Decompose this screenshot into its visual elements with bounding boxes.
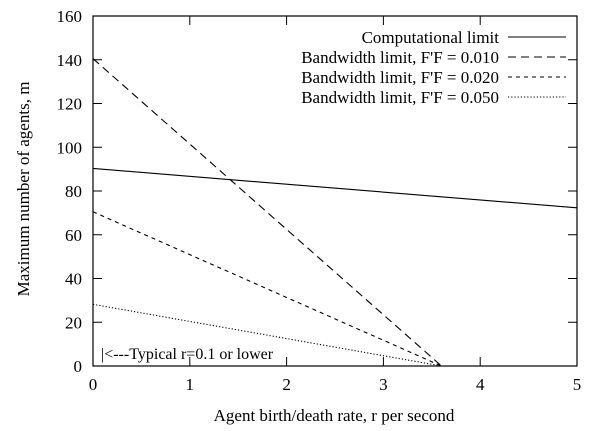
annotation-typical-r: |<---Typical r=0.1 or lower — [101, 346, 274, 363]
axes: 0 1 2 3 4 5 0 20 40 60 80 100 120 140 160 — [57, 7, 582, 394]
x-tick-label: 1 — [186, 375, 195, 394]
y-tick-label: 120 — [57, 95, 83, 114]
y-tick-label: 20 — [65, 313, 82, 332]
legend-label-1: Computational limit — [362, 28, 500, 47]
x-tick-label: 2 — [282, 375, 291, 394]
y-axis-title: Maximum number of agents, m — [14, 82, 33, 297]
series-line-3 — [92, 211, 442, 367]
x-tick-label: 4 — [476, 375, 485, 394]
y-tick-label: 160 — [57, 7, 83, 26]
y-tick-label: 100 — [57, 138, 83, 157]
x-tick-label: 5 — [573, 375, 582, 394]
series-layer — [92, 58, 578, 367]
y-tick-label: 80 — [65, 182, 82, 201]
legend-label-4: Bandwidth limit, F'F = 0.050 — [301, 88, 499, 107]
x-tick-label: 0 — [89, 375, 98, 394]
series-line-1 — [92, 167, 578, 209]
legend-label-3: Bandwidth limit, F'F = 0.020 — [301, 68, 499, 87]
series-line-4 — [92, 303, 442, 367]
x-tick-label: 3 — [379, 375, 388, 394]
y-tick-label: 140 — [57, 51, 83, 70]
y-tick-label: 0 — [74, 357, 83, 376]
y-tick-label: 60 — [65, 226, 82, 245]
y-tick-label: 40 — [65, 270, 82, 289]
legend-label-2: Bandwidth limit, F'F = 0.010 — [301, 48, 499, 67]
x-axis-title: Agent birth/death rate, r per second — [214, 406, 455, 425]
